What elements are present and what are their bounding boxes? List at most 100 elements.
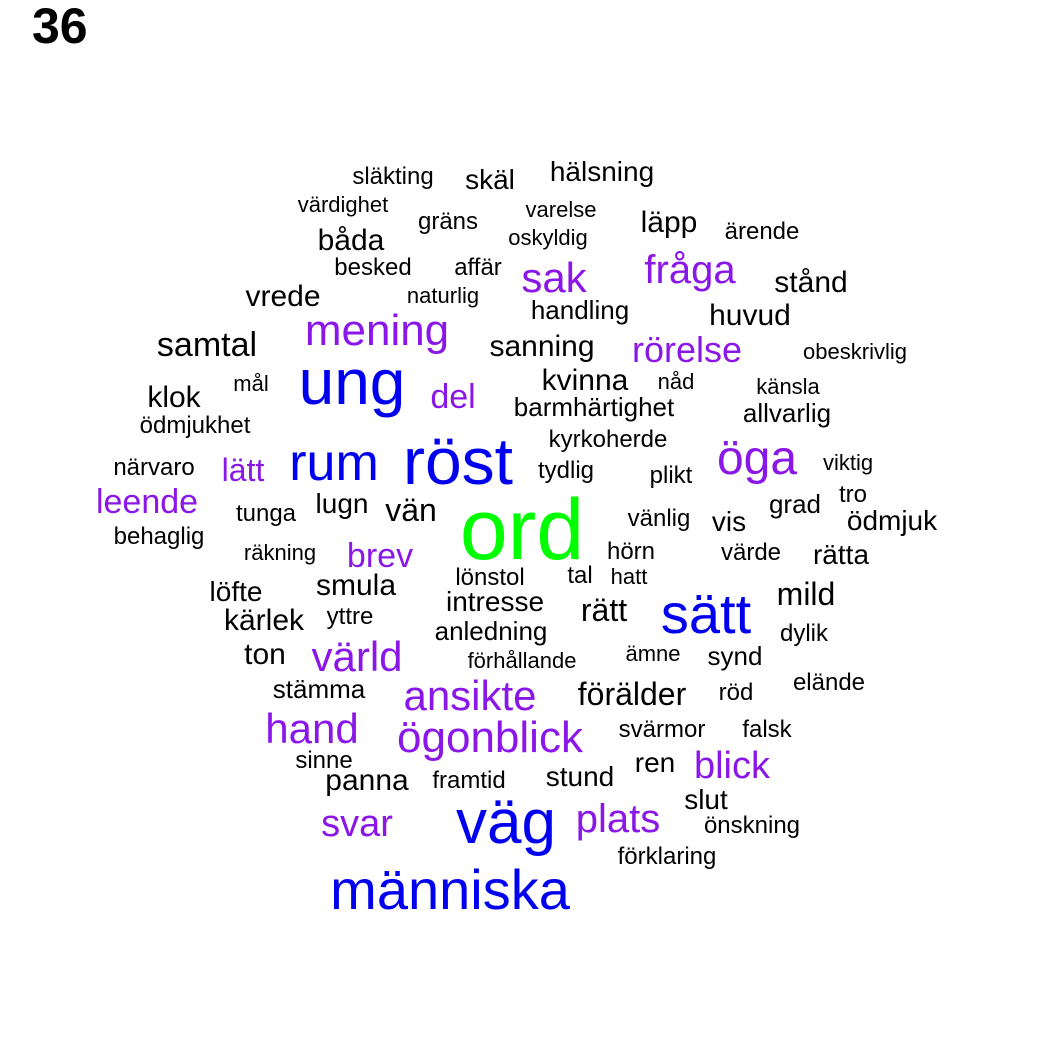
cloud-word: ung [298,346,406,418]
cloud-word: öga [716,432,798,485]
cloud-word: vän [385,492,437,528]
cloud-word: vrede [245,280,321,313]
cloud-word: skäl [465,164,515,195]
cloud-word: tunga [235,500,297,527]
cloud-word: mild [776,576,836,612]
cloud-word: intresse [445,586,545,617]
cloud-word: kyrkoherde [548,426,668,453]
cloud-word: huvud [709,299,791,332]
cloud-word: sätt [660,582,752,645]
cloud-word: tydlig [537,457,595,484]
cloud-word: leende [95,483,199,521]
cloud-word: obeskrivlig [803,339,907,364]
cloud-word: ödmjuk [846,505,938,536]
cloud-word: löfte [209,576,263,607]
cloud-word: läpp [640,206,698,239]
cloud-word: värld [311,633,403,680]
cloud-word: nåd [657,369,695,394]
cloud-word: framtid [432,767,506,794]
cloud-word: vis [711,506,747,537]
cloud-word: kärlek [223,604,305,637]
cloud-word: affär [454,254,502,281]
cloud-word: värdighet [297,192,389,217]
cloud-word: sinne [295,747,353,774]
cloud-word: besked [334,254,412,281]
cloud-word: ord [459,482,585,578]
cloud-word: ton [244,638,286,671]
cloud-word: hand [265,705,359,752]
cloud-word: värde [720,539,782,566]
cloud-word: rörelse [631,329,743,370]
cloud-word: klok [147,381,201,414]
cloud-word: rätt [580,592,628,628]
cloud-word: kvinna [541,364,629,397]
cloud-word: ärende [724,218,800,245]
cloud-word: oskyldig [508,225,588,250]
cloud-word: varelse [525,197,597,222]
cloud-word: svar [321,803,393,845]
cloud-word: röd [718,679,754,706]
cloud-word: gräns [417,208,479,235]
cloud-word: mål [233,371,269,396]
cloud-word: rätta [812,539,870,570]
cloud-word: förälder [577,676,687,712]
cloud-word: panna [325,764,409,797]
cloud-word: hälsning [549,156,655,187]
cloud-word: yttre [326,603,374,630]
cloud-word: mening [304,306,450,355]
cloud-word: räkning [243,540,317,565]
cloud-word: sanning [489,330,595,363]
figure-label: 36 [32,0,88,54]
cloud-word: behaglig [113,523,205,550]
cloud-word: allvarlig [742,398,832,428]
cloud-word: lugn [315,488,369,519]
cloud-word: ögonblick [397,713,583,762]
cloud-word: samtal [156,326,258,364]
cloud-word: brev [346,537,414,575]
cloud-word: stund [545,761,615,792]
cloud-word: väg [456,788,556,857]
cloud-word: dylik [779,620,829,647]
cloud-word: stånd [774,266,848,299]
cloud-word: ren [634,747,676,778]
cloud-word: barmhärtighet [513,392,675,422]
cloud-word: del [430,378,476,416]
cloud-word: smula [315,569,397,602]
cloud-word: viktig [822,450,874,475]
cloud-word: känsla [756,374,820,399]
cloud-word: sak [521,254,587,301]
cloud-word: svärmor [618,716,706,743]
cloud-word: ödmjukhet [139,412,251,439]
cloud-word: vänlig [627,505,691,532]
cloud-word: ansikte [403,672,537,719]
cloud-word: blick [693,745,771,787]
cloud-word: människa [330,858,570,921]
cloud-word: närvaro [113,454,195,481]
cloud-word: anledning [434,616,548,646]
cloud-word: förhållande [467,648,577,673]
cloud-word: förklaring [617,843,717,870]
cloud-word: plats [575,797,661,841]
cloud-word: naturlig [406,283,480,308]
cloud-word: synd [707,641,763,671]
cloud-word: båda [317,224,385,257]
cloud-word: slut [684,784,728,815]
cloud-word: hörn [606,538,656,565]
cloud-word: ämne [625,641,681,666]
cloud-word: tro [838,481,868,508]
cloud-word: rum [289,434,379,492]
cloud-word: stämma [272,674,366,704]
cloud-word: plikt [649,462,693,489]
cloud-word: falsk [742,716,792,743]
cloud-word: grad [768,489,822,519]
cloud-word: röst [402,424,514,498]
cloud-word: önskning [703,812,801,839]
cloud-word: handling [530,295,630,325]
cloud-word: lätt [221,452,265,488]
cloud-word: tal [567,562,593,589]
cloud-word: elände [792,669,866,696]
cloud-word: hatt [610,564,648,589]
cloud-word: fråga [644,248,736,292]
cloud-word: lönstol [455,564,525,591]
